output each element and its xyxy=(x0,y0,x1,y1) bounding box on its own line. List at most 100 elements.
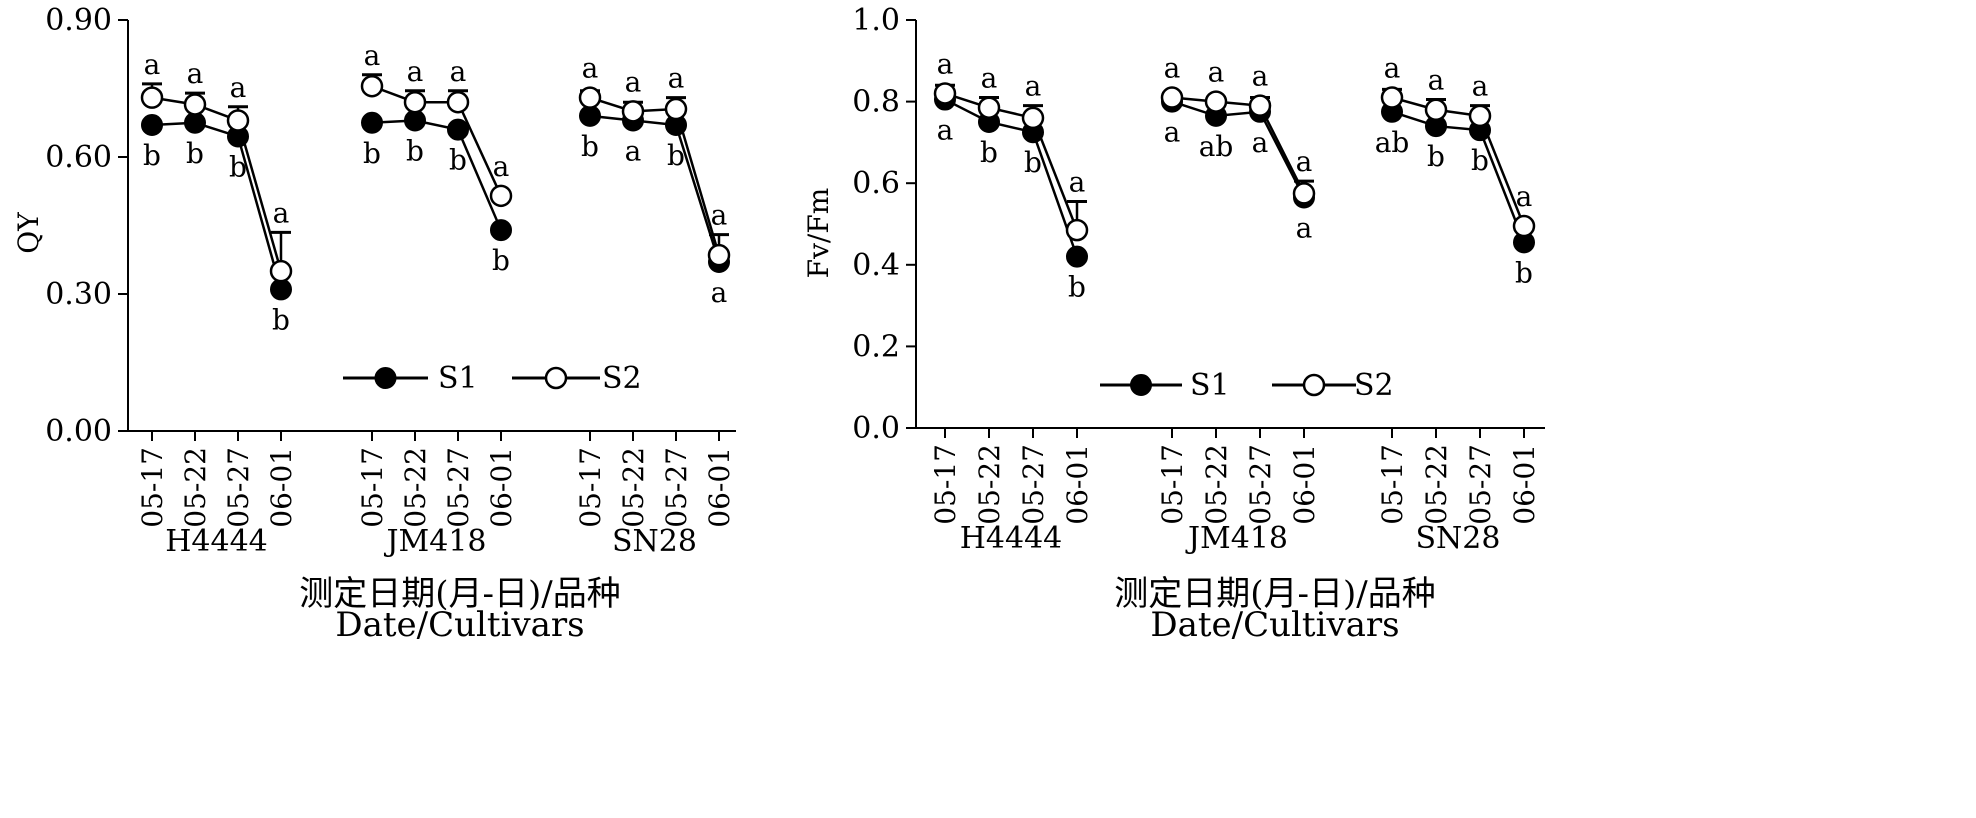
s2-sig-letter: a xyxy=(625,65,642,98)
date-tick-label: 05-22 xyxy=(399,447,432,528)
s2-sig-letter: a xyxy=(582,52,599,85)
date-tick-label: 05-17 xyxy=(574,447,607,528)
s2-point xyxy=(140,86,164,109)
s2-point xyxy=(226,109,250,132)
s2-sig-letter: a xyxy=(1252,60,1269,93)
s2-sig-letter: a xyxy=(187,57,204,90)
s1-sig-letter: b xyxy=(581,130,599,163)
x-axis-title-cn: 测定日期(月-日)/品种 xyxy=(1114,574,1435,614)
legend-s1-label: S1 xyxy=(1190,368,1230,403)
y-tick-label: 0.6 xyxy=(852,166,900,201)
s2-sig-letter: a xyxy=(1208,56,1225,89)
s2-line xyxy=(1391,96,1526,227)
s1-point xyxy=(184,111,206,134)
s1-point xyxy=(490,219,512,242)
date-tick-label: 05-27 xyxy=(1464,444,1497,525)
s2-point xyxy=(1248,94,1272,117)
date-tick-label: 05-22 xyxy=(1420,444,1453,525)
date-tick-label: 05-27 xyxy=(660,447,693,528)
y-axis-title: Fv/Fm xyxy=(802,188,835,279)
s1-sig-letter: b xyxy=(667,139,685,172)
s2-sig-letter: a xyxy=(668,62,685,95)
s2-line xyxy=(589,96,721,256)
date-tick-label: 06-01 xyxy=(265,447,298,528)
s2-sig-letter: a xyxy=(937,47,954,80)
s1-sig-letter: b xyxy=(1515,256,1533,289)
x-axis-title-en: Date/Cultivars xyxy=(1150,605,1399,645)
s2-sig-letter: a xyxy=(144,48,161,81)
s1-sig-letter: b xyxy=(186,137,204,170)
s2-line xyxy=(944,92,1079,231)
s1-sig-letter: a xyxy=(625,134,642,167)
s1-sig-letter: a xyxy=(937,114,954,147)
date-tick-label: 05-17 xyxy=(1376,444,1409,525)
s2-point xyxy=(621,100,645,123)
date-tick-label: 06-01 xyxy=(703,447,736,528)
s2-line xyxy=(371,85,503,197)
y-tick-label: 1.0 xyxy=(852,3,900,38)
legend-s2-marker xyxy=(1302,373,1326,397)
s1-line xyxy=(589,114,721,263)
s1-sig-letter: ab xyxy=(1375,126,1410,159)
s2-point xyxy=(1065,218,1089,242)
s2-point xyxy=(1468,104,1492,128)
s1-sig-letter: a xyxy=(711,276,728,309)
s1-point xyxy=(579,104,601,127)
date-tick-label: 05-27 xyxy=(1244,444,1277,525)
s1-point xyxy=(447,118,469,141)
s2-sig-letter: a xyxy=(1472,70,1489,103)
s2-point xyxy=(578,86,602,109)
s1-sig-letter: b xyxy=(492,244,510,277)
s2-sig-letter: a xyxy=(1025,70,1042,103)
s2-sig-letter: a xyxy=(711,199,728,232)
s2-sig-letter: a xyxy=(273,196,290,229)
s2-sig-letter: a xyxy=(1428,64,1445,97)
s2-sig-letter: a xyxy=(1164,52,1181,85)
s2-point xyxy=(1292,182,1316,205)
s1-sig-letter: a xyxy=(1164,116,1181,149)
s2-point xyxy=(1204,90,1228,113)
s1-point xyxy=(361,111,383,134)
date-tick-label: 06-01 xyxy=(1061,444,1094,525)
y-tick-label: 0.0 xyxy=(852,411,900,446)
date-tick-label: 05-22 xyxy=(617,447,650,528)
y-tick-label: 0.60 xyxy=(45,140,112,175)
s1-point xyxy=(404,109,426,132)
s1-point xyxy=(270,278,292,301)
s1-line xyxy=(1391,110,1526,243)
s1-sig-letter: b xyxy=(449,144,467,177)
s2-point xyxy=(1021,106,1045,130)
cultivar-label: JM418 xyxy=(1185,521,1288,556)
legend-s1-label: S1 xyxy=(438,361,478,396)
x-axis-title-cn: 测定日期(月-日)/品种 xyxy=(299,574,620,614)
s2-point xyxy=(1380,86,1404,109)
s2-point xyxy=(1512,214,1536,238)
s2-sig-letter: a xyxy=(1384,52,1401,85)
legend-s1-marker xyxy=(374,367,397,389)
s2-point xyxy=(360,74,384,98)
date-tick-label: 05-27 xyxy=(442,447,475,528)
legend-s1-marker xyxy=(1130,374,1152,396)
legend-s2-marker xyxy=(544,366,568,390)
s2-sig-letter: a xyxy=(981,62,998,95)
y-tick-label: 0.90 xyxy=(45,3,112,38)
s1-sig-letter: b xyxy=(1427,140,1445,173)
s2-sig-letter: a xyxy=(493,150,510,183)
s2-point xyxy=(446,90,470,114)
s1-sig-letter: b xyxy=(1024,146,1042,179)
s2-sig-letter: a xyxy=(364,39,381,72)
s2-point xyxy=(269,259,293,283)
s2-line xyxy=(1171,96,1306,194)
s2-point xyxy=(403,90,427,114)
y-tick-label: 0.30 xyxy=(45,277,112,312)
date-tick-label: 05-17 xyxy=(1156,444,1189,525)
date-tick-label: 05-22 xyxy=(973,444,1006,525)
s2-point xyxy=(1160,86,1184,109)
date-tick-label: 06-01 xyxy=(485,447,518,528)
s2-point xyxy=(183,93,207,116)
s2-sig-letter: a xyxy=(1296,145,1313,178)
y-tick-label: 0.8 xyxy=(852,85,900,120)
s2-point xyxy=(664,97,688,121)
s2-sig-letter: a xyxy=(230,71,247,104)
cultivar-label: H4444 xyxy=(960,521,1063,556)
